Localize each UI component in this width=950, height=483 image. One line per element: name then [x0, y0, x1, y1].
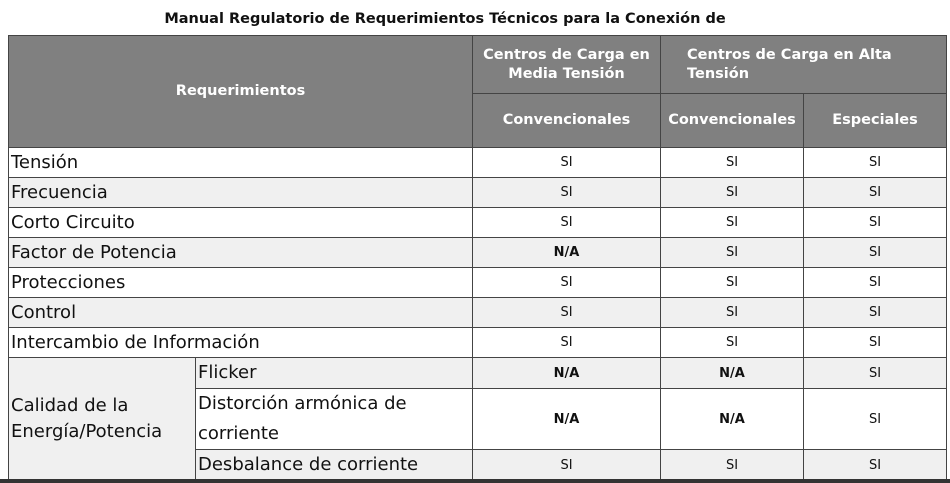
table-row: Corto Circuito SI SI SI — [7, 207, 948, 238]
requirement-label: Control — [7, 297, 474, 328]
page-bottom-edge — [0, 479, 950, 483]
table-row: Calidad de la Energía/Potencia Flicker N/A… — [8, 357, 948, 481]
value-cell: N/A — [472, 237, 662, 268]
header-convencionales-alta: Convencionales — [660, 93, 805, 148]
table-row: Frecuencia SI SI SI — [7, 177, 948, 208]
value-cell: SI — [472, 327, 662, 358]
value-cell: SI — [803, 388, 948, 450]
value-cell: N/A — [660, 388, 805, 450]
value-cell: SI — [660, 327, 805, 358]
table-row: Distorción armónica de corriente N/A N/A SI — [9, 388, 948, 450]
value-cell: N/A — [472, 357, 662, 389]
value-cell: SI — [660, 297, 805, 328]
header-convencionales-media: Convencionales — [472, 93, 662, 148]
value-cell: SI — [472, 207, 662, 238]
value-cell: SI — [803, 327, 948, 358]
value-cell: SI — [472, 177, 662, 208]
requirement-label: Intercambio de Información — [7, 327, 474, 358]
value-cell: SI — [803, 237, 948, 268]
value-cell: SI — [803, 177, 948, 208]
value-cell: SI — [472, 449, 662, 481]
header-requerimientos: Requerimientos — [7, 35, 474, 148]
value-cell: SI — [660, 267, 805, 298]
value-cell: SI — [660, 147, 805, 178]
value-cell: SI — [803, 297, 948, 328]
value-cell: SI — [472, 267, 662, 298]
requirement-label: Factor de Potencia — [7, 237, 474, 268]
sub-requirement-label: Flicker — [194, 357, 474, 389]
calidad-label: Calidad de la Energía/Potencia — [8, 357, 196, 481]
requirements-table: Requerimientos Centros de Carga en Media… — [7, 35, 948, 481]
value-cell: SI — [660, 449, 805, 481]
sub-requirement-label: Distorción armónica de corriente — [194, 388, 474, 450]
header-especiales: Especiales — [803, 93, 948, 148]
value-cell: N/A — [660, 357, 805, 389]
value-cell: SI — [803, 207, 948, 238]
requirement-label: Frecuencia — [7, 177, 474, 208]
requirement-label: Protecciones — [7, 267, 474, 298]
value-cell: SI — [803, 449, 948, 481]
table-row: Intercambio de Información SI SI SI — [7, 327, 948, 358]
value-cell: SI — [660, 207, 805, 238]
value-cell: SI — [803, 147, 948, 178]
header-media-tension: Centros de Carga en Media Tensión — [472, 35, 662, 94]
value-cell: SI — [660, 237, 805, 268]
document-title: Manual Regulatorio de Requerimientos Téc… — [164, 11, 726, 27]
table-row: Control SI SI SI — [7, 297, 948, 328]
value-cell: N/A — [472, 388, 662, 450]
value-cell: SI — [803, 267, 948, 298]
header-alta-tension: Centros de Carga en Alta Tensión — [660, 35, 948, 94]
value-cell: SI — [472, 147, 662, 178]
table-row: Tensión SI SI SI — [7, 147, 948, 178]
value-cell: SI — [803, 357, 948, 389]
value-cell: SI — [660, 177, 805, 208]
sub-requirement-label: Desbalance de corriente — [194, 449, 474, 481]
table-row: Factor de Potencia N/A SI SI — [7, 237, 948, 268]
table-row: Protecciones SI SI SI — [7, 267, 948, 298]
value-cell: SI — [472, 297, 662, 328]
requirement-label: Corto Circuito — [7, 207, 474, 238]
requirement-label: Tensión — [7, 147, 474, 178]
